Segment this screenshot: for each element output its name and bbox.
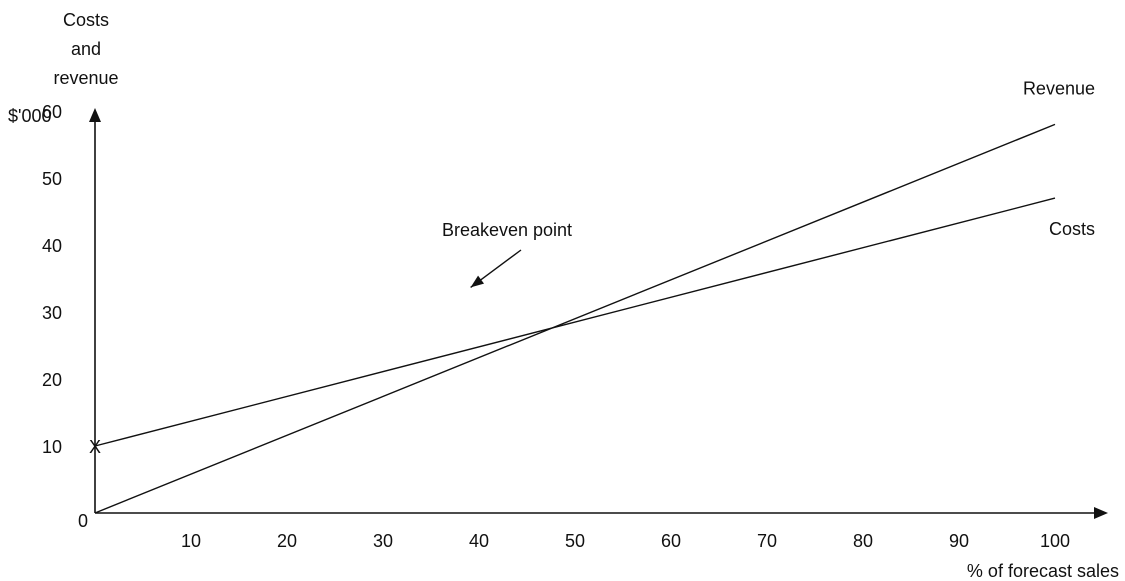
y-tick-label: 40 [42,236,62,256]
y-tick-label: 10 [42,437,62,457]
revenue-series-label: Revenue [1023,78,1095,98]
x-axis-arrow [1094,507,1108,519]
axes [89,108,1108,519]
fixed-cost-marker: X [89,437,101,457]
x-tick-label: 90 [949,531,969,551]
breakeven-arrowhead [470,275,485,288]
series-lines [94,123,1056,514]
costs-line [94,197,1056,447]
x-tick-label: 50 [565,531,585,551]
x-tick-label: 70 [757,531,777,551]
x-axis-title: % of forecast sales [967,561,1119,581]
revenue-line [94,123,1056,514]
x-tick-label: 100 [1040,531,1070,551]
y-axis-title: Costs and revenue $'000 [8,10,119,126]
x-tick-label: 60 [661,531,681,551]
y-axis-unit-label: $'000 [8,106,51,126]
y-axis-title-line-1: Costs [63,10,109,30]
y-axis-title-line-2: and [71,39,101,59]
series-labels: Revenue Costs [1023,78,1095,239]
x-tick-label: 40 [469,531,489,551]
y-axis-title-line-3: revenue [53,68,118,88]
y-tick-labels: 10 20 30 40 50 60 [42,102,62,457]
y-tick-label: 30 [42,303,62,323]
x-tick-label: 80 [853,531,873,551]
y-tick-label: 50 [42,169,62,189]
breakeven-annotation: Breakeven point [442,220,572,288]
y-tick-label: 20 [42,370,62,390]
origin-label: 0 [78,511,88,531]
x-tick-label: 20 [277,531,297,551]
x-tick-label: 10 [181,531,201,551]
y-tick-label: 60 [42,102,62,122]
y-axis-arrow [89,108,101,122]
x-tick-label: 30 [373,531,393,551]
x-tick-labels: 10 20 30 40 50 60 70 80 90 100 [181,531,1070,551]
breakeven-label: Breakeven point [442,220,572,240]
costs-series-label: Costs [1049,219,1095,239]
